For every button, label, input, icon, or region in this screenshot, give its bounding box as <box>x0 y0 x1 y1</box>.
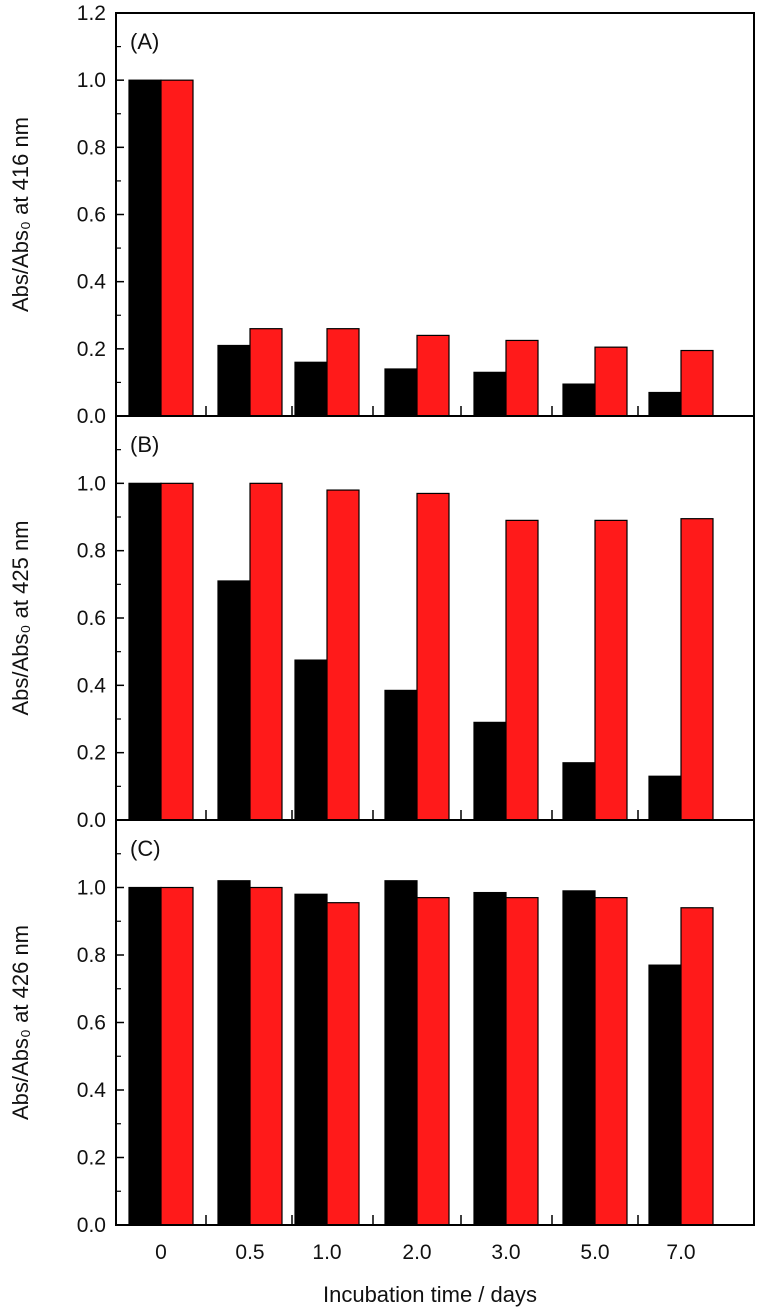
bar-p0-s0-c1 <box>217 344 251 417</box>
panel-1: 0.0 0.2 0.4 0.6 0.8 1.0 (B) Abs/Abs₀ at 425 nm <box>8 415 755 832</box>
panel-label-1: (B) <box>130 432 159 457</box>
bar-p0-s1-c1 <box>249 328 283 417</box>
bar-p0-s1-c4 <box>505 339 539 417</box>
panel-0: 0.0 0.2 0.4 0.6 0.8 1.0 1.2 (A) Abs/Abs₀ at 416 … <box>8 2 755 428</box>
bar-p2-s1-c2 <box>326 902 360 1226</box>
bar-p1-s0-c4 <box>473 721 507 821</box>
x-tick-label-4: 3.0 <box>491 1241 520 1264</box>
bar-p2-s1-c0 <box>160 886 194 1226</box>
y-tick-label-2-2: 0.4 <box>77 1079 107 1102</box>
y-tick-label-2-1: 0.2 <box>77 1147 106 1170</box>
y-tick-label-0-2: 0.4 <box>77 271 107 294</box>
bar-p1-s1-c4 <box>505 519 539 821</box>
bar-p0-s1-c3 <box>416 334 450 417</box>
bar-p2-s0-c0 <box>128 886 162 1226</box>
y-tick-label-2-0: 0.0 <box>77 1214 106 1237</box>
y-tick-label-1-4: 0.8 <box>77 540 106 563</box>
bar-p1-s1-c3 <box>416 492 450 821</box>
bar-p0-s1-c6 <box>680 349 714 417</box>
bar-p1-s0-c0 <box>128 482 162 821</box>
bar-p0-s1-c0 <box>160 79 194 417</box>
x-tick-label-5: 5.0 <box>580 1241 609 1264</box>
panel-2: 0.0 0.2 0.4 0.6 0.8 1.0 (C) Abs/Abs₀ at 426 nm <box>8 819 755 1237</box>
panel-label-0: (A) <box>130 29 159 54</box>
bar-p1-s0-c2 <box>294 659 328 821</box>
y-axis-title-1: Abs/Abs₀ at 425 nm <box>8 520 33 715</box>
y-tick-label-2-4: 0.8 <box>77 944 106 967</box>
bar-p0-s0-c2 <box>294 361 328 417</box>
bar-p1-s1-c6 <box>680 518 714 821</box>
y-tick-label-1-0: 0.0 <box>77 809 106 832</box>
x-tick-label-0: 0 <box>155 1241 167 1264</box>
x-axis-title: Incubation time / days <box>323 1282 537 1307</box>
bar-p1-s1-c1 <box>249 482 283 821</box>
bar-p2-s1-c3 <box>416 897 450 1226</box>
bar-p1-s0-c5 <box>562 762 596 821</box>
bar-p1-s0-c1 <box>217 580 251 821</box>
y-tick-label-0-6: 1.2 <box>77 2 106 25</box>
y-tick-label-2-3: 0.6 <box>77 1012 106 1035</box>
bar-p0-s0-c3 <box>384 368 418 417</box>
bar-p2-s1-c4 <box>505 897 539 1226</box>
y-tick-label-1-2: 0.4 <box>77 674 107 697</box>
bar-p2-s0-c5 <box>562 890 596 1226</box>
y-axis-title-0: Abs/Abs₀ at 416 nm <box>8 117 33 312</box>
bar-p1-s0-c3 <box>384 689 418 821</box>
y-tick-label-0-4: 0.8 <box>77 136 106 159</box>
bar-p2-s1-c6 <box>680 907 714 1226</box>
bar-p2-s1-c1 <box>249 886 283 1226</box>
bar-p0-s0-c0 <box>128 79 162 417</box>
bar-p0-s1-c5 <box>594 346 628 417</box>
y-axis-title-2: Abs/Abs₀ at 426 nm <box>8 925 33 1120</box>
bar-p2-s0-c1 <box>217 880 251 1226</box>
x-tick-label-1: 0.5 <box>235 1241 264 1264</box>
y-tick-label-2-5: 1.0 <box>77 877 106 900</box>
y-tick-label-0-1: 0.2 <box>77 338 106 361</box>
bar-p1-s0-c6 <box>648 775 682 821</box>
y-tick-label-0-5: 1.0 <box>77 69 106 92</box>
y-tick-label-0-0: 0.0 <box>77 405 106 428</box>
bar-p0-s0-c6 <box>648 391 682 417</box>
bar-p1-s1-c5 <box>594 519 628 821</box>
bar-p1-s1-c2 <box>326 489 360 821</box>
bar-p1-s1-c0 <box>160 482 194 821</box>
bar-p2-s0-c2 <box>294 893 328 1226</box>
y-tick-label-1-3: 0.6 <box>77 607 106 630</box>
bar-p2-s0-c4 <box>473 891 507 1226</box>
y-tick-label-0-3: 0.6 <box>77 204 106 227</box>
x-tick-label-3: 2.0 <box>402 1241 431 1264</box>
y-tick-label-1-1: 0.2 <box>77 742 106 765</box>
x-tick-label-6: 7.0 <box>666 1241 695 1264</box>
y-tick-label-1-5: 1.0 <box>77 472 106 495</box>
panel-label-2: (C) <box>130 836 161 861</box>
bar-p0-s0-c5 <box>562 383 596 417</box>
bar-p0-s1-c2 <box>326 328 360 417</box>
bar-p2-s0-c6 <box>648 964 682 1226</box>
x-tick-label-2: 1.0 <box>312 1241 341 1264</box>
bar-p2-s1-c5 <box>594 897 628 1226</box>
bar-p2-s0-c3 <box>384 880 418 1226</box>
bar-p0-s0-c4 <box>473 371 507 417</box>
